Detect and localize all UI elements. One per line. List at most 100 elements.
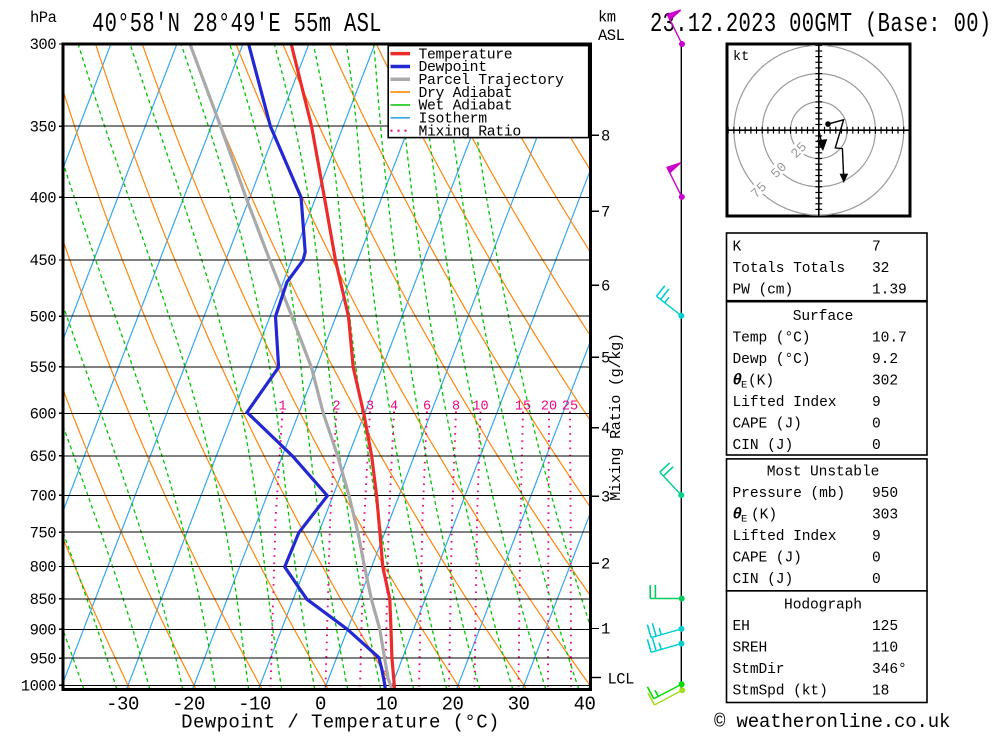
svg-text:8: 8 <box>601 127 610 145</box>
svg-text:1: 1 <box>278 400 286 415</box>
svg-text:20: 20 <box>541 400 557 415</box>
svg-text:kt: kt <box>733 50 749 65</box>
svg-text:125: 125 <box>872 619 898 635</box>
svg-text:3: 3 <box>366 400 374 415</box>
svg-text:Hodograph: Hodograph <box>784 598 862 614</box>
svg-text:E: E <box>741 380 747 392</box>
svg-text:18: 18 <box>872 684 889 700</box>
svg-text:15: 15 <box>515 400 531 415</box>
svg-text:750: 750 <box>30 524 57 542</box>
svg-text:Temp (°C): Temp (°C) <box>733 331 811 347</box>
svg-text:1.39: 1.39 <box>872 283 907 299</box>
svg-text:ASL: ASL <box>598 27 625 45</box>
svg-text:303: 303 <box>872 508 898 524</box>
svg-text:0: 0 <box>872 417 881 433</box>
svg-text:450: 450 <box>30 252 57 270</box>
svg-text:Dewpoint / Temperature (°C): Dewpoint / Temperature (°C) <box>181 712 500 734</box>
svg-text:20: 20 <box>442 694 464 716</box>
svg-text:800: 800 <box>30 559 57 577</box>
svg-text:SREH: SREH <box>733 641 768 657</box>
svg-text:K: K <box>733 240 742 256</box>
svg-text:Lifted Index: Lifted Index <box>733 395 837 411</box>
svg-text:0: 0 <box>872 551 881 567</box>
svg-text:0: 0 <box>872 572 881 588</box>
svg-text:550: 550 <box>30 359 57 377</box>
svg-text:10.7: 10.7 <box>872 331 907 347</box>
svg-text:40: 40 <box>574 694 596 716</box>
svg-text:3: 3 <box>601 488 610 506</box>
svg-text:9.2: 9.2 <box>872 352 898 368</box>
svg-text:6: 6 <box>423 400 431 415</box>
svg-text:Pressure (mb): Pressure (mb) <box>733 486 846 502</box>
svg-text:StmDir: StmDir <box>733 662 785 678</box>
svg-text:10: 10 <box>472 400 488 415</box>
svg-text:8: 8 <box>452 400 460 415</box>
svg-text:km: km <box>598 9 616 27</box>
svg-text:(K): (K) <box>748 374 774 390</box>
svg-text:Dewp (°C): Dewp (°C) <box>733 352 811 368</box>
svg-text:2: 2 <box>601 555 610 573</box>
svg-text:23.12.2023 00GMT (Base: 00): 23.12.2023 00GMT (Base: 00) <box>650 10 992 40</box>
svg-text:CAPE (J): CAPE (J) <box>733 417 802 433</box>
svg-text:0: 0 <box>315 694 326 716</box>
svg-text:7: 7 <box>601 203 610 221</box>
svg-text:-10: -10 <box>238 694 271 716</box>
svg-text:650: 650 <box>30 448 57 466</box>
svg-text:110: 110 <box>872 641 898 657</box>
svg-text:25: 25 <box>562 400 578 415</box>
svg-text:4: 4 <box>390 400 398 415</box>
svg-text:CAPE (J): CAPE (J) <box>733 551 802 567</box>
svg-text:32: 32 <box>872 261 889 277</box>
svg-text:E: E <box>741 514 747 526</box>
svg-text:302: 302 <box>872 374 898 390</box>
svg-text:(K): (K) <box>751 508 777 524</box>
svg-text:Wet Adiabat: Wet Adiabat <box>419 99 513 115</box>
svg-text:950: 950 <box>872 486 898 502</box>
svg-text:700: 700 <box>30 488 57 506</box>
svg-text:2: 2 <box>332 400 340 415</box>
svg-text:Most Unstable: Most Unstable <box>767 465 880 481</box>
svg-text:10: 10 <box>376 694 398 716</box>
svg-text:θ: θ <box>733 372 742 390</box>
svg-text:0: 0 <box>872 438 881 454</box>
svg-text:40°58ʹN 28°49ʹE 55m ASL: 40°58ʹN 28°49ʹE 55m ASL <box>92 10 382 40</box>
svg-text:Mixing Ratio (g/kg): Mixing Ratio (g/kg) <box>607 333 625 500</box>
svg-text:EH: EH <box>733 619 750 635</box>
svg-text:θ: θ <box>733 506 742 524</box>
svg-text:hPa: hPa <box>30 9 57 27</box>
svg-text:Temperature: Temperature <box>419 47 513 63</box>
svg-text:850: 850 <box>30 591 57 609</box>
svg-text:600: 600 <box>30 406 57 424</box>
svg-text:Totals Totals: Totals Totals <box>733 261 846 277</box>
svg-text:StmSpd (kt): StmSpd (kt) <box>733 684 828 700</box>
svg-text:4: 4 <box>601 420 610 438</box>
svg-text:5: 5 <box>601 350 610 368</box>
svg-text:© weatheronline.co.uk: © weatheronline.co.uk <box>714 711 950 733</box>
svg-text:950: 950 <box>30 650 57 668</box>
svg-text:400: 400 <box>30 190 57 208</box>
svg-text:PW (cm): PW (cm) <box>733 283 794 299</box>
svg-text:300: 300 <box>30 36 57 54</box>
svg-text:-20: -20 <box>172 694 205 716</box>
svg-text:900: 900 <box>30 622 57 640</box>
svg-text:1: 1 <box>601 621 610 639</box>
svg-text:-30: -30 <box>106 694 139 716</box>
svg-text:Parcel Trajectory: Parcel Trajectory <box>419 73 564 89</box>
svg-text:30: 30 <box>508 694 530 716</box>
svg-text:350: 350 <box>30 118 57 136</box>
svg-text:7: 7 <box>872 240 881 256</box>
svg-text:1000: 1000 <box>21 678 56 696</box>
svg-text:9: 9 <box>872 529 881 545</box>
svg-text:Dewpoint: Dewpoint <box>419 60 487 76</box>
svg-text:500: 500 <box>30 308 57 326</box>
svg-text:9: 9 <box>872 395 881 411</box>
svg-text:346°: 346° <box>872 662 907 678</box>
svg-text:Dry Adiabat: Dry Adiabat <box>419 86 513 102</box>
svg-text:Isotherm: Isotherm <box>419 112 488 128</box>
svg-text:CIN (J): CIN (J) <box>733 438 794 454</box>
svg-text:Mixing Ratio: Mixing Ratio <box>419 124 521 140</box>
svg-text:Lifted Index: Lifted Index <box>733 529 837 545</box>
svg-text:LCL: LCL <box>608 671 635 689</box>
svg-text:6: 6 <box>601 277 610 295</box>
svg-text:Surface: Surface <box>793 309 854 325</box>
